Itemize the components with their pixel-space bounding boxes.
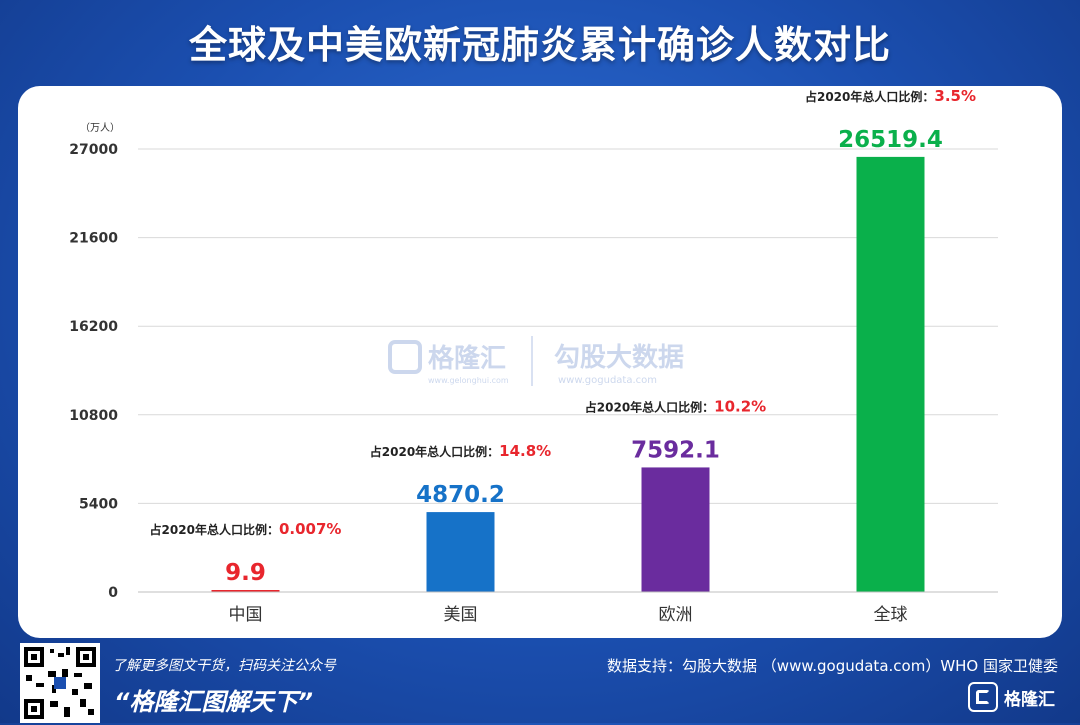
footer-logo-text: 格隆汇 (1004, 689, 1055, 710)
y-tick-label: 5400 (79, 496, 118, 512)
y-axis-unit: （万人） (80, 122, 120, 134)
chart-title: 全球及中美欧新冠肺炎累计确诊人数对比 (188, 23, 891, 67)
gelonghui-logo-icon (968, 682, 998, 712)
y-tick-label: 21600 (69, 231, 118, 247)
x-tick-label: 欧洲 (659, 605, 693, 625)
ratio-label: 占2020年总人口比例：3.5% (805, 87, 976, 105)
bar-chart: 0 5400 10800 16200 21600 27000 （万人） 格隆汇 www.g… (69, 87, 998, 625)
chart-card: 0 5400 10800 16200 21600 27000 （万人） 格隆汇 www.g… (18, 86, 1062, 638)
bar-3 (856, 156, 925, 592)
x-tick-label: 中国 (229, 605, 263, 625)
ratio-label: 占2020年总人口比例：10.2% (585, 397, 766, 415)
footer-source: 数据支持：勾股大数据 （www.gogudata.com）WHO 国家卫健委 (607, 657, 1058, 675)
bar-value-label: 7592.1 (631, 437, 720, 463)
footer-line1: 了解更多图文干货，扫码关注公众号 (112, 658, 336, 674)
bar-1 (426, 512, 495, 592)
ratio-label: 占2020年总人口比例：14.8% (370, 442, 551, 460)
x-tick-label: 美国 (444, 605, 478, 625)
y-tick-label: 16200 (69, 319, 118, 335)
watermark-logo-icon (388, 340, 422, 374)
x-tick-label: 全球 (874, 605, 908, 625)
y-tick-label: 27000 (69, 142, 118, 158)
footer-logo: 格隆汇 (968, 680, 1060, 714)
watermark: 格隆汇 www.gelonghui.com 勾股大数据 www.gogudata… (388, 336, 684, 386)
bar-2 (641, 467, 710, 592)
watermark-brand1: 格隆汇 (428, 343, 506, 374)
watermark-brand2: 勾股大数据 (554, 343, 684, 373)
bar-value-label: 9.9 (225, 560, 266, 586)
qr-code-icon (20, 643, 100, 723)
y-tick-label: 0 (108, 585, 118, 601)
watermark-brand1-url: www.gelonghui.com (428, 376, 509, 385)
footer-line2: “格隆汇图解天下” (114, 688, 313, 716)
watermark-brand2-url: www.gogudata.com (558, 375, 657, 386)
ratio-label: 占2020年总人口比例：0.007% (150, 520, 342, 538)
bar-0 (211, 590, 280, 592)
bar-value-label: 4870.2 (416, 482, 505, 508)
y-tick-label: 10800 (69, 408, 118, 424)
bar-value-label: 26519.4 (838, 127, 943, 153)
